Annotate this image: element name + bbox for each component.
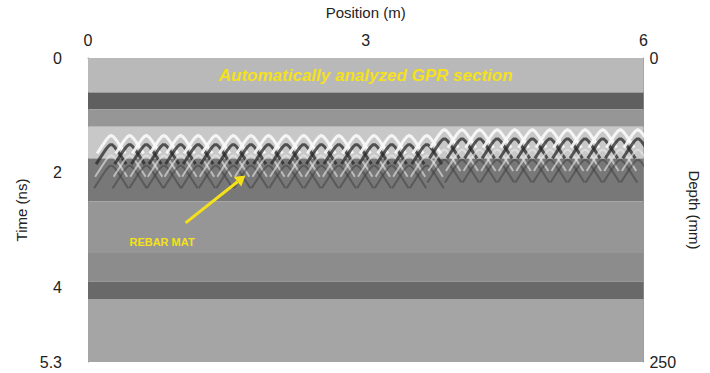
svg-text:REBAR MAT: REBAR MAT — [129, 236, 194, 248]
svg-text:6: 6 — [639, 32, 648, 49]
svg-text:Time (ns): Time (ns) — [13, 179, 30, 242]
svg-text:2: 2 — [53, 164, 62, 181]
svg-text:Position (m): Position (m) — [326, 4, 406, 21]
svg-text:5.3: 5.3 — [40, 354, 62, 371]
svg-text:0: 0 — [649, 50, 658, 67]
svg-text:Depth (mm): Depth (mm) — [686, 170, 703, 249]
svg-text:0: 0 — [53, 50, 62, 67]
svg-text:3: 3 — [361, 32, 370, 49]
svg-text:4: 4 — [53, 279, 62, 296]
svg-text:0: 0 — [84, 32, 93, 49]
svg-text:250: 250 — [649, 354, 676, 371]
svg-text:Automatically analyzed GPR sec: Automatically analyzed GPR section — [218, 66, 513, 85]
